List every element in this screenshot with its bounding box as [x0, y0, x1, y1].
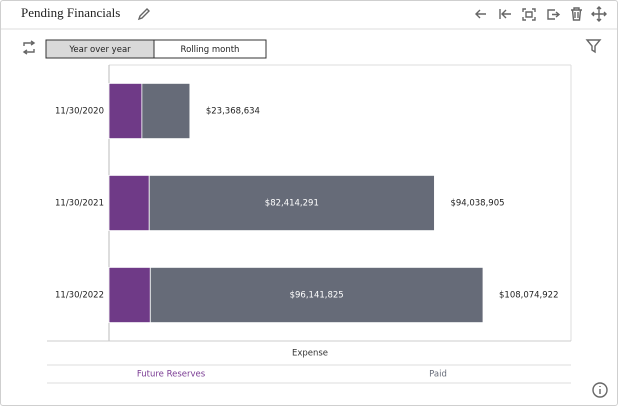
first-icon[interactable] [499, 9, 511, 19]
x-axis-title: Expense [292, 349, 328, 359]
delete-icon[interactable] [571, 7, 582, 21]
bar-segment [141, 83, 191, 140]
total-label: $94,038,905 [450, 199, 504, 209]
bar-segment [149, 266, 484, 323]
edit-icon[interactable] [137, 8, 150, 21]
data-label: $82,414,291 [265, 199, 319, 209]
total-label: $23,368,634 [206, 107, 260, 117]
legend-label: Future Reserves [137, 370, 206, 380]
y-tick-label: 11/30/2022 [55, 291, 104, 301]
legend-label: Paid [429, 370, 447, 380]
back-icon[interactable] [475, 9, 486, 19]
move-icon[interactable] [591, 6, 607, 22]
export-icon[interactable] [547, 9, 561, 20]
data-label: $96,141,825 [290, 291, 344, 301]
bar-segment [108, 266, 151, 323]
bar-segment [108, 174, 150, 231]
bar-segment [108, 83, 143, 140]
filter-icon[interactable] [585, 39, 602, 54]
bar-segment [148, 174, 435, 231]
y-tick-label: 11/30/2021 [55, 199, 104, 209]
expand-icon[interactable] [522, 8, 536, 21]
toggle-label: Rolling month [181, 45, 240, 55]
toggle-button[interactable] [153, 39, 267, 59]
swap-icon[interactable] [22, 40, 36, 55]
y-tick-label: 11/30/2020 [55, 107, 104, 117]
toggle-label: Year over year [68, 45, 131, 55]
info-icon[interactable] [592, 382, 608, 398]
total-label: $108,074,922 [499, 291, 558, 301]
widget-title: Pending Financials [21, 5, 120, 20]
